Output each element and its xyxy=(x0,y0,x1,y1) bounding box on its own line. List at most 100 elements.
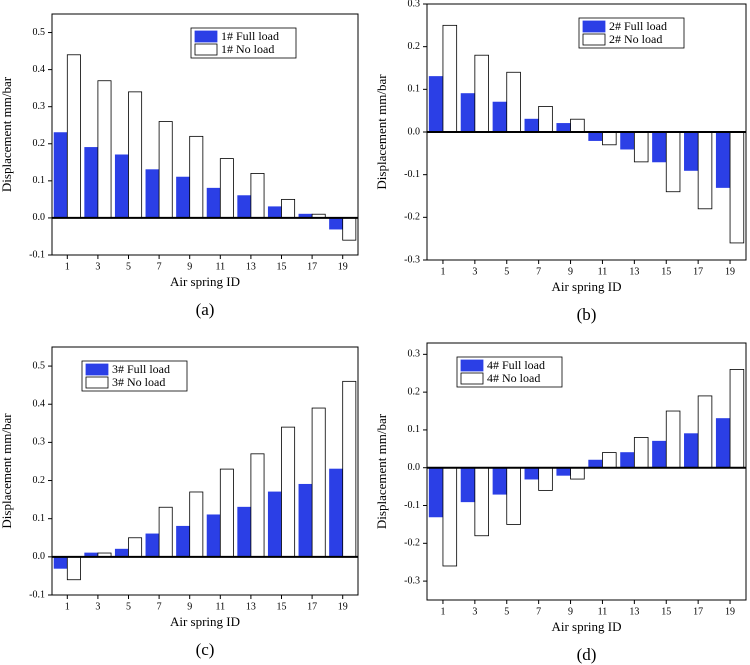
bar xyxy=(128,537,143,558)
y-tick-label: 0.3 xyxy=(33,101,46,112)
x-axis-label: Air spring ID xyxy=(170,274,240,289)
y-tick-label: -0.1 xyxy=(404,500,420,511)
x-tick-label: 5 xyxy=(126,601,131,612)
caption: (b) xyxy=(577,305,597,324)
legend-swatch xyxy=(194,30,218,43)
bar xyxy=(267,206,282,219)
y-tick-label: 0.0 xyxy=(408,126,421,137)
bar xyxy=(588,459,603,469)
y-tick-label: -0.1 xyxy=(29,589,45,600)
x-tick-label: 11 xyxy=(215,601,225,612)
bar xyxy=(684,433,699,469)
x-tick-label: 11 xyxy=(598,266,608,277)
x-tick-label: 15 xyxy=(277,601,287,612)
bar xyxy=(538,467,553,491)
bar xyxy=(729,369,745,469)
y-tick-label: 0.2 xyxy=(408,386,421,397)
bar xyxy=(114,154,129,219)
x-tick-label: 17 xyxy=(307,601,317,612)
bar xyxy=(474,467,489,537)
y-tick-label: 0.3 xyxy=(408,349,421,360)
x-tick-label: 5 xyxy=(126,261,131,272)
bar xyxy=(189,491,204,558)
y-tick-label: 0.5 xyxy=(33,27,46,38)
bar xyxy=(84,147,99,219)
y-tick-label: -0.3 xyxy=(404,254,420,265)
bar xyxy=(428,467,444,518)
bar xyxy=(715,131,731,188)
plot-frame xyxy=(51,346,359,596)
y-tick-label: 0.4 xyxy=(33,64,46,75)
y-tick-label: 0.0 xyxy=(33,212,46,223)
bar xyxy=(460,93,476,133)
bar xyxy=(329,217,344,230)
legend-swatch xyxy=(194,43,218,56)
x-tick-label: 13 xyxy=(246,601,256,612)
bar xyxy=(633,131,649,163)
y-tick-label: 0.3 xyxy=(408,0,421,9)
x-tick-label: 7 xyxy=(536,606,541,617)
x-tick-label: 17 xyxy=(693,266,703,277)
bar xyxy=(492,101,508,133)
bar xyxy=(267,491,282,558)
bar xyxy=(715,418,731,469)
caption: (c) xyxy=(196,640,215,659)
bar xyxy=(342,380,357,558)
bar xyxy=(620,131,635,150)
caption: (a) xyxy=(196,300,215,319)
x-tick-label: 9 xyxy=(568,606,573,617)
y-tick-label: 0.0 xyxy=(33,551,46,562)
bar xyxy=(506,467,521,525)
bar xyxy=(250,453,265,558)
x-tick-label: 19 xyxy=(338,261,348,272)
bar xyxy=(620,452,635,469)
x-tick-label: 17 xyxy=(307,261,317,272)
y-axis-label: Displacement mm/bar xyxy=(374,74,389,190)
y-tick-label: -0.3 xyxy=(404,575,420,586)
y-tick-label: 0.2 xyxy=(33,475,46,486)
bar xyxy=(237,506,252,558)
bar xyxy=(128,91,143,219)
x-tick-label: 1 xyxy=(65,261,70,272)
y-tick-label: 0.2 xyxy=(33,138,46,149)
bar xyxy=(66,556,81,581)
caption: (d) xyxy=(577,645,597,664)
x-tick-label: 13 xyxy=(629,266,639,277)
bar xyxy=(697,131,713,210)
bar xyxy=(114,548,129,558)
bar xyxy=(281,198,296,219)
legend-label: 1# No load xyxy=(221,42,274,56)
bar xyxy=(145,169,160,219)
bar xyxy=(176,176,191,219)
bar xyxy=(602,452,617,469)
x-tick-label: 15 xyxy=(661,606,671,617)
x-axis-label: Air spring ID xyxy=(170,614,240,629)
y-tick-label: -0.1 xyxy=(404,169,420,180)
legend-label: 4# No load xyxy=(487,371,540,385)
x-tick-label: 15 xyxy=(277,261,287,272)
x-tick-label: 13 xyxy=(629,606,639,617)
x-axis-label: Air spring ID xyxy=(551,619,621,634)
y-tick-label: 0.1 xyxy=(408,84,421,95)
bar xyxy=(474,54,489,133)
bar xyxy=(633,437,649,469)
bar xyxy=(442,24,458,133)
bar xyxy=(281,426,296,558)
bar xyxy=(524,467,540,480)
bar xyxy=(556,123,571,133)
bar xyxy=(665,131,681,193)
x-tick-label: 9 xyxy=(187,261,192,272)
y-tick-label: -0.2 xyxy=(404,538,420,549)
bar xyxy=(329,468,344,558)
x-tick-label: 11 xyxy=(598,606,608,617)
bar xyxy=(298,483,313,558)
x-tick-label: 3 xyxy=(472,266,477,277)
x-tick-label: 5 xyxy=(504,266,509,277)
bar xyxy=(145,533,160,558)
x-axis-label: Air spring ID xyxy=(551,279,621,294)
legend-swatch xyxy=(85,376,109,389)
legend-label: 3# Full load xyxy=(112,362,170,376)
x-tick-label: 9 xyxy=(187,601,192,612)
y-tick-label: -0.2 xyxy=(404,212,420,223)
